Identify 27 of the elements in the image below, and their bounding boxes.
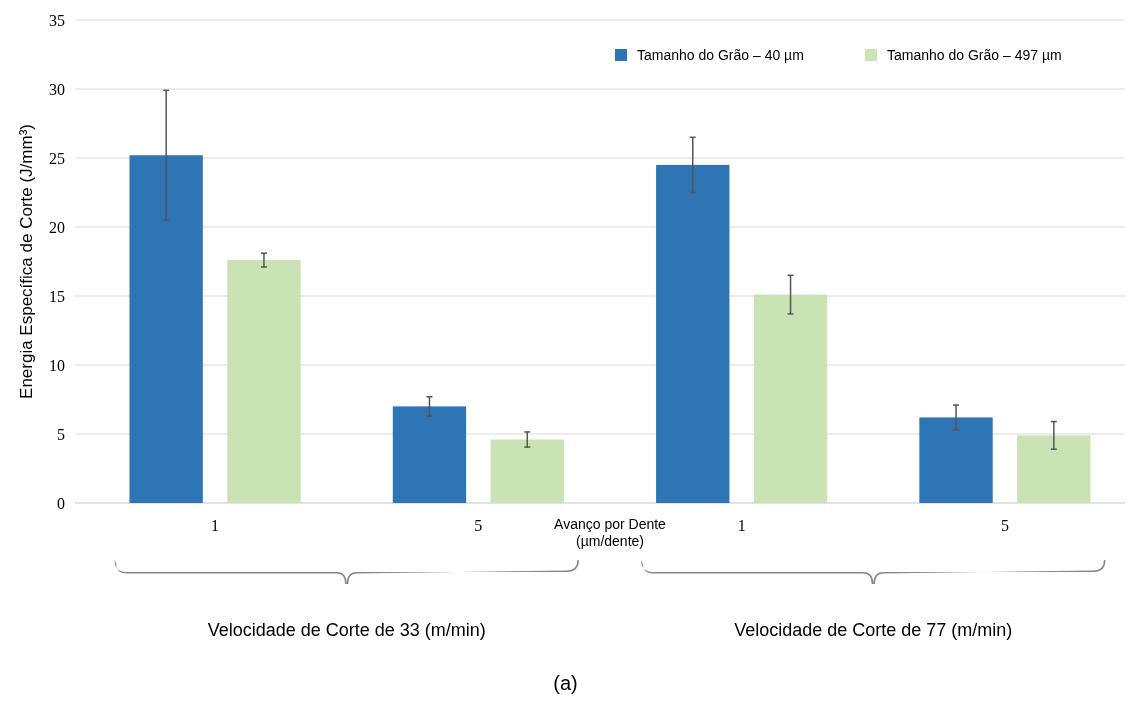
bar (919, 417, 993, 503)
legend-label: Tamanho do Grão – 497 µm (887, 46, 1062, 63)
x-axis-title: Avanço por Dente (µm/dente) (554, 516, 667, 549)
x-tick-label: 5 (474, 517, 483, 534)
legend-label: Tamanho do Grão – 40 µm (637, 46, 804, 63)
bar (129, 155, 203, 503)
bar (227, 260, 301, 503)
y-tick-label: 10 (49, 356, 65, 374)
text: (a) (553, 672, 578, 694)
x-tick-label: 1 (737, 517, 746, 534)
x-tick-label: 5 (1000, 517, 1009, 534)
y-axis-title: Energia Específica de Corte (J/mm³) (17, 124, 36, 399)
y-tick-label: 30 (49, 80, 65, 98)
y-tick-label: 15 (49, 287, 65, 305)
text: Velocidade de Corte de 77 (m/min) (734, 620, 1013, 640)
y-tick-label: 0 (57, 494, 65, 512)
bar (753, 294, 828, 503)
y-tick-label: 5 (57, 425, 65, 443)
y-tick-label: 35 (49, 11, 65, 29)
bar (656, 164, 730, 503)
text: Velocidade de Corte de 33 (m/min) (207, 620, 486, 640)
y-tick-label: 20 (49, 218, 65, 236)
bar (1017, 435, 1091, 503)
bar (490, 439, 564, 503)
bar (392, 406, 467, 503)
y-tick-label: 25 (49, 149, 65, 167)
x-tick-label: 1 (211, 517, 220, 534)
